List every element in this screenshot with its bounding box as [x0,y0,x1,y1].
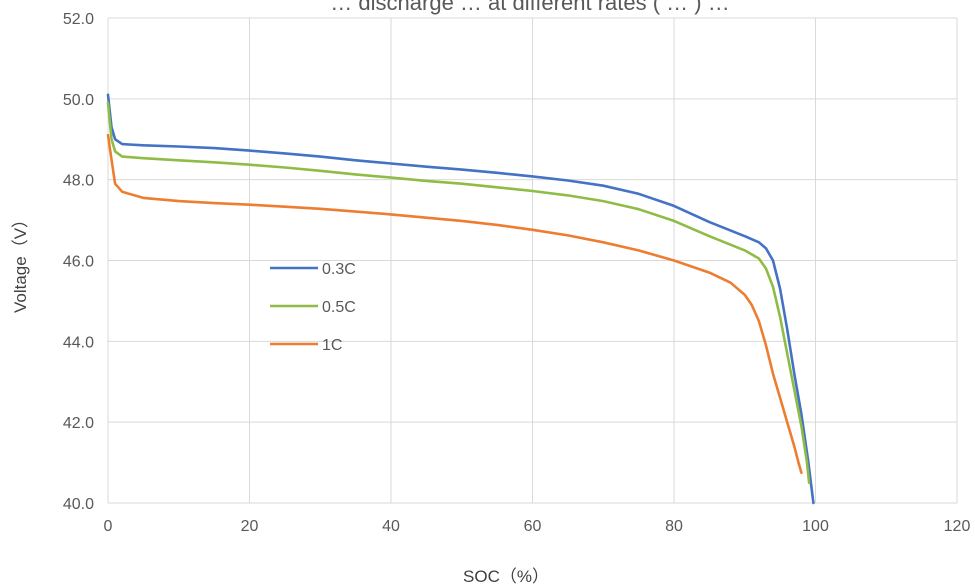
x-tick-label: 120 [944,518,971,535]
gridlines [107,17,958,504]
chart-title: … discharge … at different rates ( … ) … [330,0,729,15]
x-axis-ticks: 0 20 40 60 80 100 120 [104,518,971,535]
legend: 0.3C 0.5C 1C [270,261,356,354]
x-tick-label: 60 [524,518,542,535]
x-tick-label: 40 [382,518,400,535]
x-tick-label: 80 [665,518,683,535]
series-line-1c [106,133,803,474]
series-line-0-3c [106,93,815,505]
x-tick-label: 100 [802,518,829,535]
y-tick-label: 42.0 [63,415,94,432]
y-axis-title: Voltage（V） [11,211,30,313]
series-layer [106,93,815,505]
y-tick-label: 44.0 [63,334,94,351]
y-tick-label: 46.0 [63,254,94,271]
x-tick-label: 0 [104,518,113,535]
y-tick-label: 52.0 [63,11,94,28]
x-tick-label: 20 [241,518,259,535]
series-line-0-5c [106,101,811,485]
y-tick-label: 50.0 [63,92,94,109]
legend-label: 1C [322,337,342,354]
y-axis-ticks: 40.0 42.0 44.0 46.0 48.0 50.0 52.0 [63,11,94,513]
y-tick-label: 40.0 [63,496,94,513]
x-axis-title: SOC（%） [463,567,549,586]
y-tick-label: 48.0 [63,173,94,190]
legend-label: 0.3C [322,261,356,278]
legend-label: 0.5C [322,299,356,316]
